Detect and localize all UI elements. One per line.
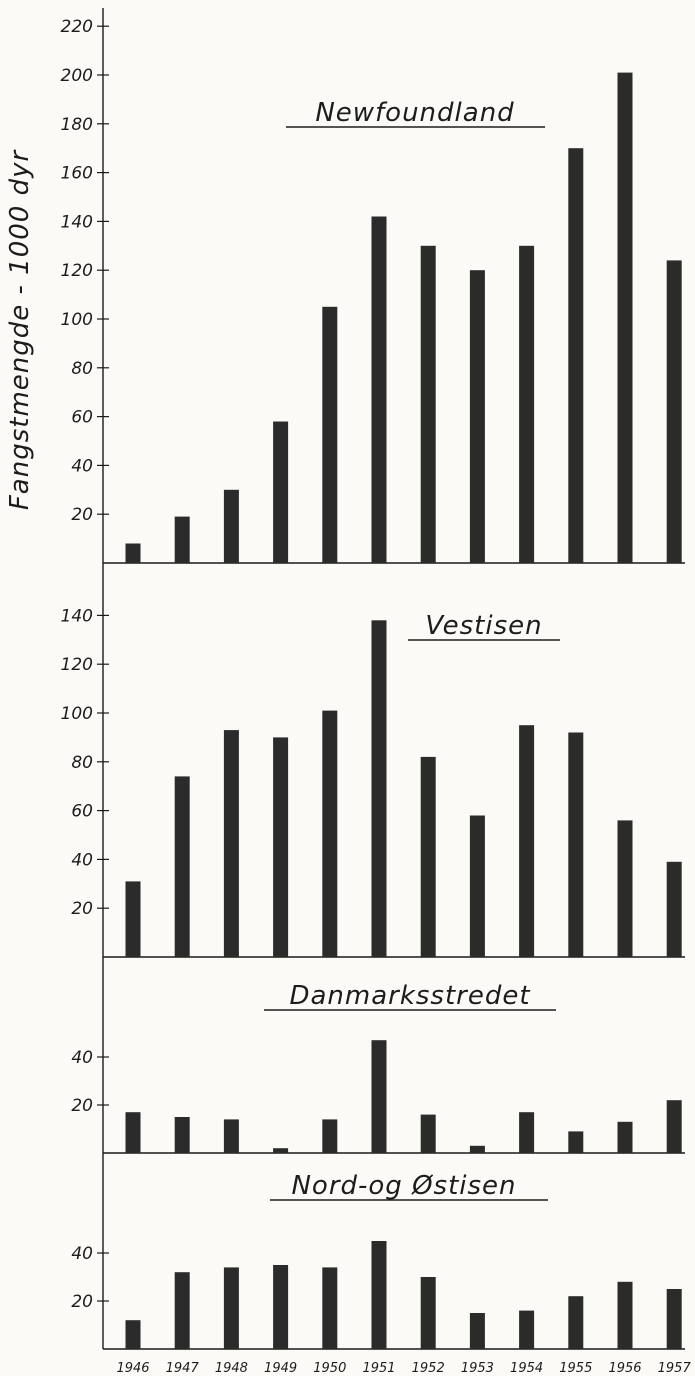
panel-titles: Newfoundland Vestisen Danmarksstredet Nord-… [264,98,560,1201]
bar-1956 [617,72,633,563]
y-tick-label: 160 [61,164,93,184]
y-tick-label: 100 [61,704,93,724]
bar-1951 [371,1241,387,1349]
panel-title: Danmarksstredet [289,981,530,1011]
bar-1949 [273,737,289,957]
x-tick-label: 1957 [658,1361,692,1376]
bar-1955 [568,732,584,957]
bar-1949 [273,1148,289,1153]
y-tick-label: 180 [61,115,93,135]
y-tick-label: 40 [71,1244,93,1264]
bar-1957 [666,861,682,957]
bar-1951 [371,216,387,563]
bar-1954 [519,1310,535,1349]
x-tick-label: 1950 [313,1361,346,1376]
bars [125,72,682,1349]
bar-1950 [322,1119,338,1153]
bar-1952 [420,1277,436,1349]
bar-1956 [617,820,633,957]
bar-1947 [174,1117,190,1153]
y-tick-label: 140 [61,606,93,626]
bar-1951 [371,1040,387,1153]
bar-1952 [420,756,436,957]
bar-1948 [223,1267,239,1349]
bar-1946 [125,1112,141,1153]
y-tick-label: 220 [61,17,93,37]
x-tick-label: 1952 [412,1361,445,1376]
y-tick-label: 60 [71,802,93,822]
bar-1950 [322,710,338,957]
x-tick-label: 1953 [461,1361,494,1376]
x-tick-label: 1956 [608,1361,641,1376]
x-tick-label: 1954 [510,1361,543,1376]
bar-1953 [469,1145,485,1153]
bar-1955 [568,148,584,563]
y-tick-label: 140 [61,212,93,232]
bar-1950 [322,1267,338,1349]
bar-1957 [666,260,682,563]
panel-title: Newfoundland [315,98,514,128]
y-tick-label: 100 [61,310,93,330]
bar-1948 [223,730,239,957]
bar-1951 [371,620,387,957]
bar-1946 [125,1320,141,1349]
y-tick-label: 120 [61,655,93,675]
y-tick-label: 40 [71,1048,93,1068]
y-tick-label: 20 [71,505,93,525]
bar-1954 [519,725,535,957]
panel-title: Vestisen [425,611,542,641]
bar-1947 [174,776,190,957]
x-tick-label: 1946 [116,1361,149,1376]
bar-1953 [469,815,485,957]
bar-1948 [223,489,239,563]
panel-title: Nord-og Østisen [291,1171,516,1201]
y-tick-label: 20 [71,1096,93,1116]
x-tick-label: 1951 [362,1361,395,1376]
y-tick-label: 20 [71,899,93,919]
bar-1956 [617,1281,633,1349]
bar-1948 [223,1119,239,1153]
x-tick-label: 1949 [264,1361,297,1376]
y-tick-label: 60 [71,408,93,428]
x-tick-labels: 1946 1947 1948 1949 1950 1951 1952 1953 1954 1955… [116,1361,691,1376]
axes: 20 40 60 80 100 120 140 160 180 200 220 20 40 60 80 100… [61,8,685,1350]
bar-1947 [174,1272,190,1349]
bar-1955 [568,1131,584,1153]
y-tick-label: 40 [71,850,93,870]
y-tick-label: 80 [71,359,93,379]
bar-1953 [469,270,485,563]
bar-1952 [420,245,436,564]
y-tick-label: 200 [61,66,93,86]
bar-1957 [666,1289,682,1349]
x-tick-label: 1947 [166,1361,200,1376]
y-axis-title: Fangstmengde - 1000 dyr [5,149,35,511]
bar-1953 [469,1313,485,1349]
bar-1952 [420,1114,436,1153]
bar-1950 [322,306,338,563]
bar-1954 [519,245,535,564]
x-tick-label: 1955 [559,1361,592,1376]
y-tick-label: 40 [71,456,93,476]
bar-1957 [666,1100,682,1153]
bar-1954 [519,1112,535,1153]
y-tick-label: 80 [71,753,93,773]
bar-1949 [273,1265,289,1349]
y-tick-label: 120 [61,261,93,281]
bar-1946 [125,881,141,957]
bar-1947 [174,516,190,563]
bar-1949 [273,421,289,563]
bar-1956 [617,1121,633,1153]
bar-1946 [125,543,141,563]
bar-1955 [568,1296,584,1349]
x-tick-label: 1948 [215,1361,248,1376]
y-tick-label: 20 [71,1292,93,1312]
